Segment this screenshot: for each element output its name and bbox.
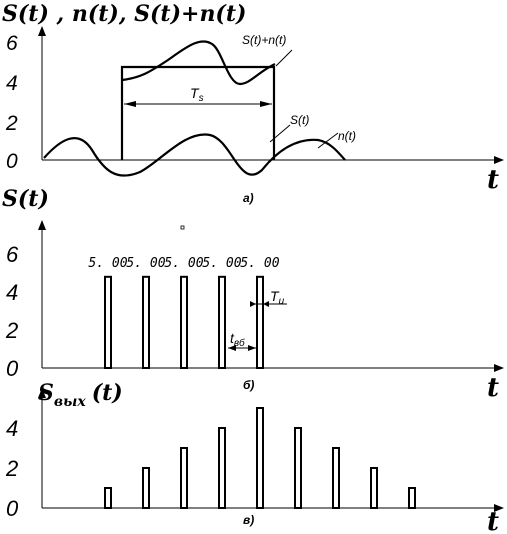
delay-arrow-right <box>248 345 256 351</box>
output-bar <box>142 467 150 509</box>
width-arrow-left <box>250 301 256 307</box>
pulse-data-label: 5. 00 <box>202 256 241 271</box>
output-bar <box>294 427 302 509</box>
panel-a-ytick-4: 4 <box>6 72 18 95</box>
pulse-bar <box>142 275 150 369</box>
pulse-data-label: 5. 00 <box>164 256 203 271</box>
period-label: Ts <box>190 85 204 104</box>
panel-a-title: S(t) , n(t), S(t)+n(t) <box>2 1 246 27</box>
panel-c-sublabel: в) <box>243 513 254 527</box>
panel-c-title: Sвых (t) <box>38 380 123 410</box>
panel-c-x-arrow <box>494 504 504 512</box>
width-label: Tu <box>270 288 285 307</box>
signal-label: S(t) <box>290 113 309 127</box>
pulse-data-label: 5. 00 <box>126 256 165 271</box>
pulse-bar <box>180 275 188 369</box>
output-bar <box>104 487 112 509</box>
pulse-bar <box>218 275 226 369</box>
panel-c: Sвых (t) 4 2 0 t в) <box>5 380 504 534</box>
panel-a-ytick-2: 2 <box>5 112 18 135</box>
panel-a-ytick-6: 6 <box>6 32 18 55</box>
panel-b-sublabel: б) <box>243 378 254 392</box>
output-bar <box>180 447 188 509</box>
noise-label: n(t) <box>338 129 356 143</box>
panel-b-ytick-4: 4 <box>6 280 18 305</box>
series-noise-line <box>43 133 346 177</box>
panel-b-bars: 5. 005. 005. 005. 005. 00 <box>88 256 280 369</box>
panel-b: S(t) 6 4 2 0 5. 005. 005. 005. 005. 00 T… <box>2 186 504 403</box>
output-bar <box>218 427 226 509</box>
output-bar <box>332 447 340 509</box>
panel-c-ytick-4: 4 <box>6 416 18 441</box>
series-signal-rect <box>120 65 276 160</box>
panel-c-y-arrow <box>38 388 46 398</box>
panel-c-ytick-0: 0 <box>6 496 19 521</box>
panel-b-ytick-2: 2 <box>5 318 18 343</box>
series-sum-line <box>121 40 276 86</box>
panel-c-ytick-2: 2 <box>5 456 18 481</box>
panel-b-title: S(t) <box>2 186 49 212</box>
delay-arrow-left <box>228 345 236 351</box>
panel-a-y-arrow <box>38 26 46 36</box>
panel-b-y-arrow <box>38 220 46 230</box>
panel-a-sublabel: а) <box>243 191 254 205</box>
panel-b-x-arrow <box>494 364 504 372</box>
marker-square <box>180 225 185 230</box>
signal-leader <box>269 124 291 143</box>
panel-c-bars <box>104 407 416 509</box>
period-arrow-right <box>260 101 272 107</box>
panel-a-x-label: t <box>487 165 499 195</box>
output-bar <box>370 467 378 509</box>
panel-b-ytick-0: 0 <box>6 356 19 381</box>
panel-a-ytick-0: 0 <box>6 150 18 173</box>
panel-c-x-label: t <box>487 507 499 534</box>
period-arrow-left <box>124 101 136 107</box>
panel-b-ytick-6: 6 <box>6 242 19 267</box>
panel-a: S(t) , n(t), S(t)+n(t) 6 4 2 0 t Ts S(t)… <box>2 1 504 205</box>
sum-label: S(t)+n(t) <box>242 33 286 47</box>
pulse-bar <box>256 275 264 369</box>
panel-b-x-label: t <box>487 373 499 403</box>
pulse-bar <box>104 275 112 369</box>
delay-label: tвб <box>230 330 245 349</box>
noise-leader <box>317 132 339 149</box>
sum-leader <box>275 49 293 67</box>
pulse-data-label: 5. 00 <box>88 256 127 271</box>
output-bar <box>408 487 416 509</box>
output-bar <box>256 407 264 509</box>
width-arrow-right <box>263 301 269 307</box>
pulse-data-label: 5. 00 <box>240 256 279 271</box>
panel-a-x-arrow <box>494 156 504 164</box>
